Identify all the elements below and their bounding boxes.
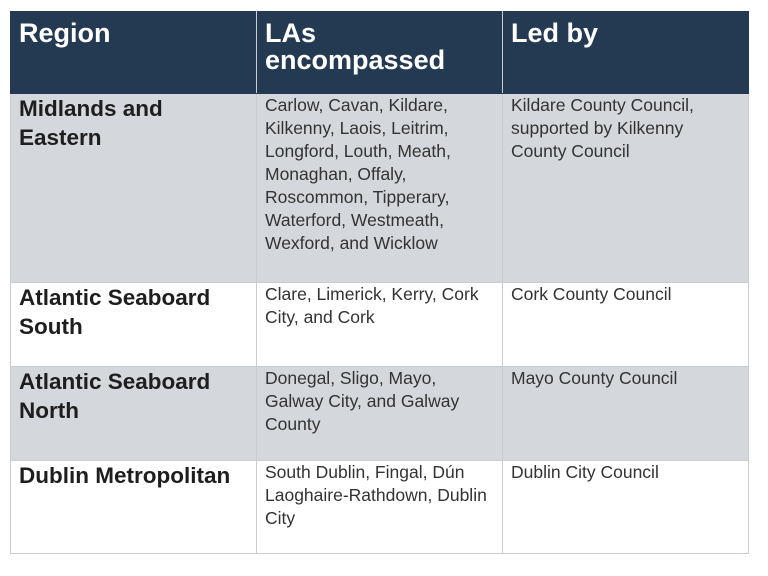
- region-cell: Dublin Metropolitan: [10, 460, 257, 554]
- region-cell: Atlantic Seaboard North: [10, 366, 257, 461]
- header-region: Region: [10, 11, 257, 94]
- table-row: Atlantic Seaboard North Donegal, Sligo, …: [10, 366, 749, 461]
- region-cell: Atlantic Seaboard South: [10, 282, 257, 367]
- region-cell: Midlands and Eastern: [10, 93, 257, 283]
- header-las-encompassed: LAs encompassed: [256, 11, 503, 94]
- las-cell: South Dublin, Fingal, Dún Laoghaire-Rath…: [256, 460, 503, 554]
- led-by-cell: Kildare County Council, supported by Kil…: [502, 93, 749, 283]
- regions-table: Region LAs encompassed Led by Midlands a…: [10, 11, 749, 554]
- table-row: Dublin Metropolitan South Dublin, Fingal…: [10, 460, 749, 554]
- table-row: Midlands and Eastern Carlow, Cavan, Kild…: [10, 93, 749, 283]
- led-by-cell: Cork County Council: [502, 282, 749, 367]
- las-cell: Clare, Limerick, Kerry, Cork City, and C…: [256, 282, 503, 367]
- las-cell: Donegal, Sligo, Mayo, Galway City, and G…: [256, 366, 503, 461]
- las-cell: Carlow, Cavan, Kildare, Kilkenny, Laois,…: [256, 93, 503, 283]
- led-by-cell: Mayo County Council: [502, 366, 749, 461]
- table-header-row: Region LAs encompassed Led by: [10, 11, 749, 94]
- table-row: Atlantic Seaboard South Clare, Limerick,…: [10, 282, 749, 367]
- header-led-by: Led by: [502, 11, 749, 94]
- led-by-cell: Dublin City Council: [502, 460, 749, 554]
